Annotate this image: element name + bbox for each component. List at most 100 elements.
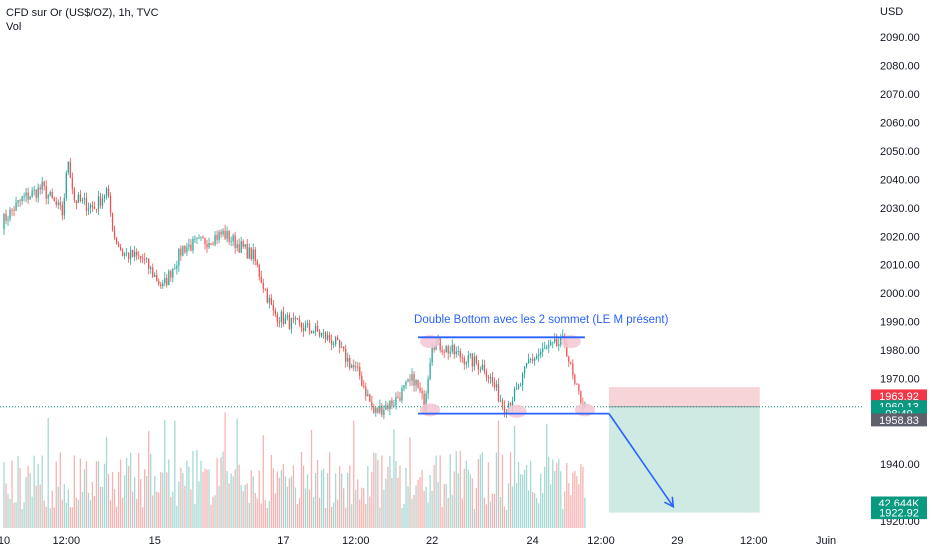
candle-body — [69, 161, 71, 178]
volume-bar — [552, 459, 554, 528]
volume-bar — [383, 489, 385, 528]
candle-body — [109, 196, 112, 214]
volume-bar — [192, 450, 194, 528]
candle-body — [210, 242, 212, 245]
candle-body — [33, 189, 35, 191]
candle-body — [15, 202, 17, 211]
volume-bar — [284, 476, 287, 528]
volume-bar — [413, 494, 415, 528]
candle-body — [244, 244, 246, 247]
candle-body — [214, 235, 216, 245]
volume-bar — [369, 496, 371, 528]
candle-body — [264, 288, 266, 290]
price-tick-label: 2080.00 — [880, 60, 920, 72]
volume-bar — [367, 466, 369, 528]
candle-body — [218, 231, 220, 240]
volume-bar — [347, 472, 349, 528]
volume-bar — [115, 506, 118, 528]
candle-body — [521, 373, 524, 386]
volume-bar — [162, 472, 164, 528]
volume-bar — [467, 469, 469, 528]
volume-bar — [224, 412, 226, 528]
candle-body — [129, 249, 132, 259]
volume-bar — [164, 420, 166, 528]
volume-bar — [453, 471, 455, 528]
candle-body — [475, 356, 477, 364]
candle-body — [515, 388, 518, 390]
candle-body — [234, 235, 236, 248]
candle-body — [433, 347, 435, 350]
volume-bar — [250, 470, 252, 528]
volume-bar — [19, 468, 21, 528]
volume-bar — [517, 462, 520, 528]
volume-bar — [556, 463, 558, 528]
volume-bar — [166, 472, 168, 528]
volume-bar — [246, 483, 248, 528]
volume-bar — [443, 483, 445, 528]
volume-bar — [152, 495, 154, 528]
price-tick-label: 2060.00 — [880, 117, 920, 129]
candle-body — [236, 244, 238, 248]
candle-body — [395, 396, 397, 406]
candle-body — [166, 278, 168, 286]
volume-bar — [330, 506, 333, 528]
candle-body — [353, 365, 355, 368]
volume-bar — [5, 483, 7, 528]
volume-bar — [127, 465, 130, 528]
candle-body — [493, 382, 496, 388]
candle-body — [471, 353, 473, 367]
candle-body — [306, 323, 309, 325]
volume-bar — [365, 504, 367, 528]
candle-body — [578, 384, 580, 392]
volume-bar — [220, 457, 222, 528]
price-tick-label: 2050.00 — [880, 146, 920, 158]
volume-bar — [431, 490, 433, 528]
candle-body — [403, 385, 405, 389]
volume-bar — [578, 484, 580, 528]
candle-body — [284, 317, 287, 325]
volume-bar — [417, 479, 419, 528]
candle-body — [95, 208, 98, 210]
volume-bar — [389, 455, 391, 528]
volume-bar — [487, 462, 490, 528]
candle-body — [550, 342, 552, 346]
candle-body — [256, 260, 258, 266]
candle-body — [328, 334, 331, 341]
candle-body — [248, 247, 250, 259]
currency-label: USD — [880, 6, 903, 18]
volume-bar — [278, 477, 281, 528]
candle-body — [373, 406, 375, 413]
candle-body — [25, 192, 27, 197]
volume-bar — [405, 468, 407, 528]
volume-bar — [328, 452, 331, 528]
volume-bar — [339, 466, 341, 528]
candle-body — [455, 351, 457, 355]
candle-body — [146, 258, 148, 260]
candle-body — [503, 405, 506, 415]
candle-body — [399, 397, 401, 401]
candle-body — [29, 196, 31, 200]
volume-bar — [391, 477, 393, 528]
volume-bar — [493, 493, 496, 528]
volume-bar — [318, 497, 321, 528]
candle-body — [335, 337, 337, 345]
candle-body — [252, 249, 254, 260]
volume-bar — [351, 504, 353, 528]
candle-body — [115, 237, 118, 244]
volume-bar — [457, 473, 459, 528]
price-tick-label: 2090.00 — [880, 32, 920, 44]
time-tick-label: 24 — [527, 535, 539, 547]
candle-body — [302, 327, 305, 331]
candle-body — [35, 189, 37, 198]
candle-body — [419, 387, 421, 391]
candle-body — [544, 347, 546, 349]
candle-body — [457, 350, 459, 352]
volume-bar — [256, 498, 258, 528]
volume-bar — [419, 477, 421, 528]
candle-body — [164, 278, 166, 284]
candle-body — [401, 388, 403, 401]
price-tick-label: 2030.00 — [880, 203, 920, 215]
volume-bar — [202, 471, 204, 528]
volume-bar — [529, 460, 532, 528]
